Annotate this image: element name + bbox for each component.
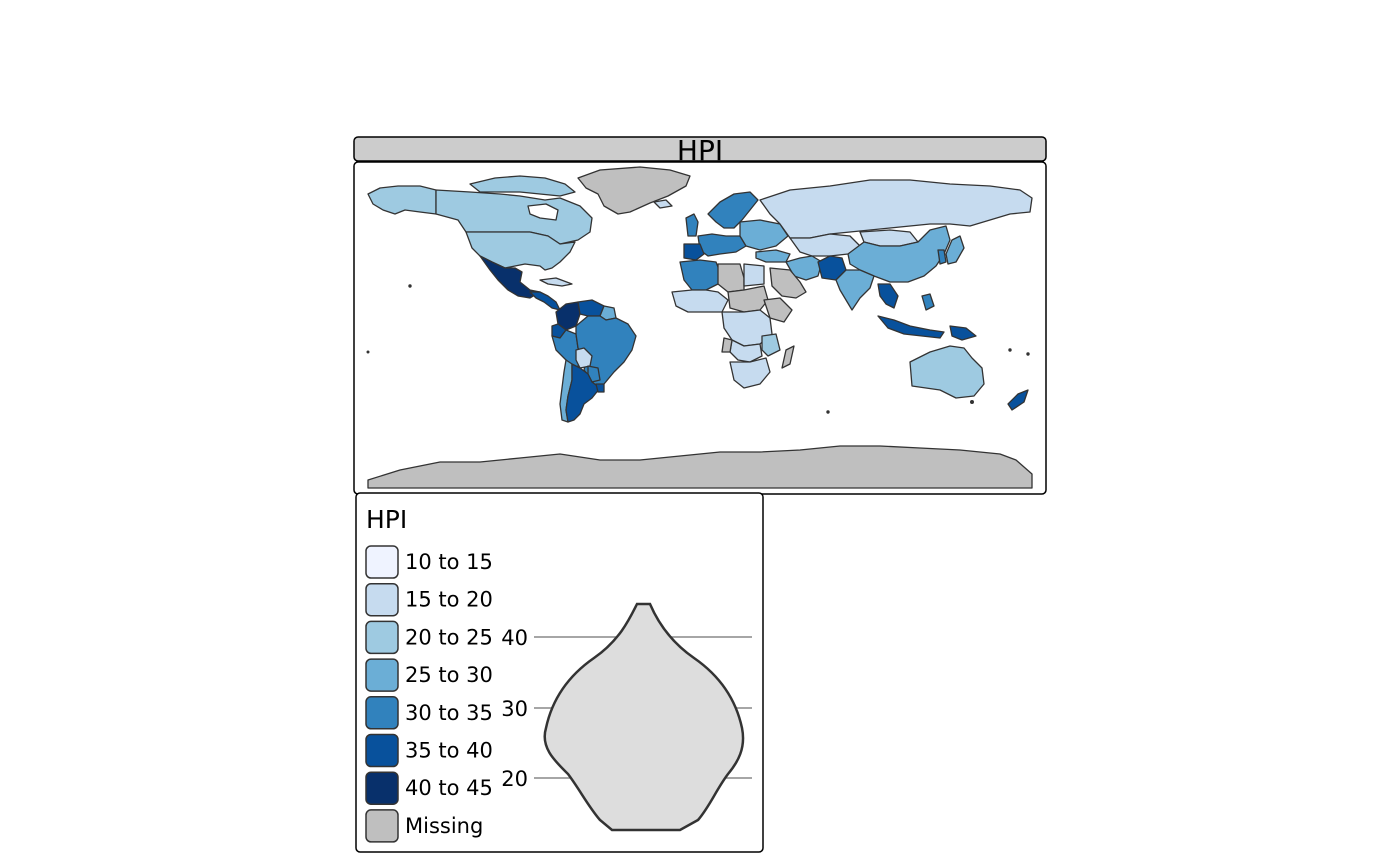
- country-madagascar[interactable]: [781, 345, 795, 369]
- legend-label: 20 to 25: [405, 625, 493, 649]
- violin-tick-label: 20: [501, 767, 528, 791]
- country-eastern-europe[interactable]: [739, 219, 789, 251]
- legend-title: HPI: [366, 505, 407, 534]
- legend-item: 30 to 35: [365, 696, 493, 730]
- country-drc[interactable]: [729, 339, 763, 363]
- country-iceland[interactable]: [653, 199, 673, 209]
- country-libya[interactable]: [717, 263, 745, 293]
- country-japan[interactable]: [945, 235, 965, 265]
- legend-item: 15 to 20: [365, 582, 493, 617]
- island-dot: [366, 350, 370, 354]
- legend-swatch: [365, 696, 399, 730]
- legend-item: 25 to 30: [365, 658, 493, 692]
- legend-label: 15 to 20: [405, 588, 493, 612]
- violin-shape: [543, 602, 745, 832]
- country-sudan[interactable]: [727, 285, 769, 313]
- country-angola[interactable]: [721, 337, 733, 353]
- legend-label: 10 to 15: [405, 550, 493, 574]
- country-australia[interactable]: [909, 345, 985, 399]
- violin-tick-label: 30: [501, 697, 528, 721]
- country-paraguay[interactable]: [587, 365, 601, 383]
- legend-swatch: [365, 582, 399, 617]
- country-uruguay[interactable]: [595, 383, 605, 393]
- country-iberia[interactable]: [683, 243, 705, 261]
- country-west-africa[interactable]: [671, 289, 729, 313]
- legend-violin: 40 30 20: [501, 602, 752, 832]
- island-dot: [1026, 352, 1030, 356]
- country-new-guinea[interactable]: [949, 325, 977, 341]
- panel-title-background: [353, 136, 1047, 162]
- legend-swatch: [365, 545, 399, 579]
- island-dot: [826, 410, 830, 414]
- country-cuba[interactable]: [539, 277, 573, 287]
- hudson-bay: [527, 203, 559, 221]
- legend-swatch: [365, 620, 399, 655]
- panel-title-strip: HPI: [353, 134, 1047, 167]
- country-usa-alaska[interactable]: [367, 185, 437, 215]
- country-antarctica[interactable]: [367, 445, 1033, 489]
- country-indonesia[interactable]: [877, 315, 945, 339]
- country-saudi-arabia[interactable]: [769, 267, 807, 299]
- country-se-asia[interactable]: [877, 283, 899, 309]
- countries: [367, 166, 1033, 489]
- country-new-zealand[interactable]: [1007, 389, 1029, 411]
- legend-swatch: [365, 733, 399, 768]
- map-panel: [353, 161, 1047, 495]
- country-argentina[interactable]: [565, 363, 601, 423]
- legend-label: Missing: [405, 814, 483, 838]
- legend-label: 30 to 35: [405, 701, 493, 725]
- country-southern-africa[interactable]: [729, 357, 771, 389]
- legend-swatch: [365, 809, 399, 843]
- legend-items: 10 to 15 15 to 20 20 to 25 25 to 30 30 to 35…: [365, 545, 493, 843]
- country-uk[interactable]: [685, 213, 699, 237]
- country-scandinavia[interactable]: [707, 191, 759, 229]
- legend-item: Missing: [365, 809, 483, 843]
- small-islands: [366, 284, 1030, 414]
- island-dot: [408, 284, 412, 288]
- violin-tick-label: 40: [501, 626, 528, 650]
- country-canada-islands[interactable]: [469, 175, 576, 197]
- legend-item: 35 to 40: [365, 733, 493, 768]
- legend-swatch: [365, 771, 399, 805]
- country-tanzania[interactable]: [761, 333, 781, 357]
- country-philippines[interactable]: [921, 293, 935, 311]
- legend-label: 40 to 45: [405, 776, 493, 800]
- legend-item: 20 to 25: [365, 620, 493, 655]
- country-india[interactable]: [835, 269, 875, 311]
- country-greenland[interactable]: [577, 166, 691, 215]
- island-dot: [970, 400, 974, 404]
- country-egypt[interactable]: [743, 263, 765, 287]
- legend-swatch: [365, 658, 399, 692]
- country-ethiopia[interactable]: [763, 297, 793, 323]
- island-dot: [1008, 348, 1012, 352]
- legend: HPI 10 to 15 15 to 20 20 to 25 25 to 30 30 t…: [355, 492, 764, 853]
- country-korea[interactable]: [937, 249, 947, 265]
- legend-item: 10 to 15: [365, 545, 493, 579]
- legend-item: 40 to 45: [365, 771, 493, 805]
- legend-label: 35 to 40: [405, 739, 493, 763]
- country-mexico[interactable]: [479, 255, 541, 299]
- legend-label: 25 to 30: [405, 663, 493, 687]
